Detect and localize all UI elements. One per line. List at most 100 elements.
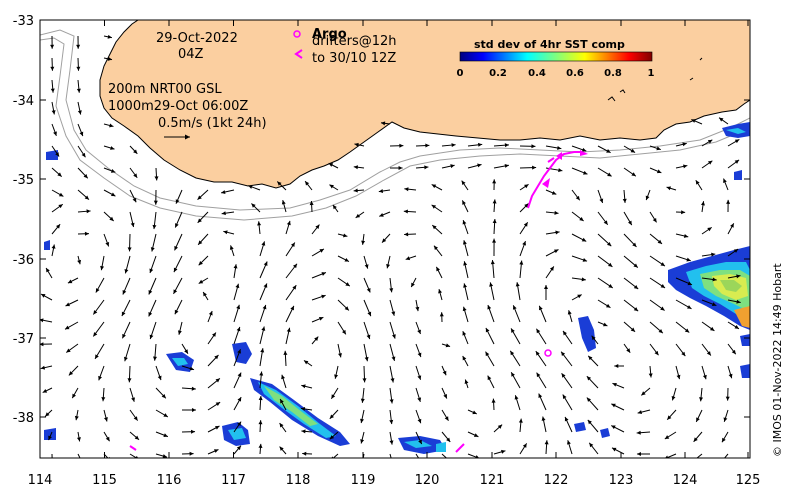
model-time-label: 1000m29-Oct 06:00Z: [108, 99, 248, 114]
current-arrow-head: [301, 384, 306, 389]
current-arrow-head: [472, 410, 477, 415]
current-arrow-head: [579, 216, 584, 221]
current-arrow-head: [318, 316, 324, 321]
current-arrow-head: [391, 334, 396, 339]
current-arrow-head: [329, 414, 334, 419]
current-arrow: [77, 453, 81, 458]
current-arrow-head: [723, 178, 727, 183]
current-arrow-head: [203, 291, 207, 297]
current-arrow-head: [135, 455, 139, 458]
current-arrow-head: [564, 416, 569, 422]
current-arrow-head: [462, 240, 467, 245]
current-arrow-head: [581, 237, 587, 242]
current-arrow-head: [477, 163, 482, 168]
current-arrow-head: [345, 282, 350, 287]
current-arrow-head: [463, 261, 468, 266]
drifter-track-4: [455, 443, 465, 453]
current-arrow-head: [734, 139, 740, 144]
current-arrow-head: [76, 66, 81, 71]
current-arrow-head: [361, 240, 366, 245]
x-tick-label: 117: [221, 473, 246, 488]
current-arrow-head: [58, 204, 63, 209]
current-arrow-head: [660, 262, 665, 267]
current-arrow-head: [74, 415, 79, 421]
current-arrow-head: [366, 287, 371, 293]
current-arrow-head: [122, 290, 127, 295]
current-arrow-head: [515, 282, 520, 287]
current-arrow-head: [150, 247, 155, 252]
current-arrow-head: [173, 289, 178, 294]
current-arrow-head: [693, 437, 698, 442]
current-arrow-head: [302, 451, 307, 456]
current-arrow-head: [386, 263, 391, 269]
current-arrow-head: [682, 142, 687, 147]
current-arrow-head: [127, 247, 132, 252]
current-arrow-head: [425, 143, 430, 148]
current-arrow-head: [67, 279, 73, 284]
current-arrow-head: [447, 458, 451, 462]
current-arrow-head: [343, 233, 348, 238]
colorbar-ramp: [459, 51, 653, 62]
current-arrow-head: [633, 263, 638, 268]
argo-legend-icon: [293, 30, 301, 38]
current-arrow-head: [290, 305, 294, 311]
current-arrow-head: [555, 230, 560, 235]
x-tick-label: 120: [415, 473, 440, 488]
contour-1000m: [40, 37, 750, 221]
current-arrow-head: [50, 88, 55, 93]
current-arrow-head: [511, 328, 515, 333]
current-arrow-head: [561, 373, 566, 378]
current-arrow-head: [390, 461, 394, 465]
current-arrow-head: [184, 349, 188, 354]
current-arrow-head: [417, 397, 422, 402]
current-arrow-head: [279, 446, 284, 451]
current-arrow-head: [419, 460, 423, 464]
current-arrow-head: [553, 249, 559, 254]
current-arrow-head: [77, 259, 82, 265]
current-arrow-head: [236, 445, 241, 451]
current-arrow-head: [591, 335, 596, 341]
current-arrow-head: [451, 143, 456, 148]
current-arrow-head: [562, 394, 567, 400]
current-arrow-head: [301, 429, 306, 434]
current-arrow-head: [334, 374, 339, 379]
current-arrow-head: [79, 131, 84, 137]
current-arrow-head: [77, 110, 82, 115]
current-arrow-head: [391, 356, 396, 361]
current-arrow-head: [676, 374, 681, 380]
current-arrow-head: [439, 312, 444, 317]
current-arrow-head: [687, 305, 692, 309]
current-arrow-head: [695, 180, 700, 185]
current-arrow-head: [462, 306, 467, 312]
current-arrow-head: [417, 329, 421, 335]
current-arrow-head: [446, 437, 451, 442]
current-arrow-head: [344, 306, 349, 311]
current-arrow-head: [175, 199, 180, 204]
current-arrow-head: [660, 306, 665, 311]
current-arrow-head: [50, 44, 55, 49]
current-arrow-head: [478, 142, 483, 147]
current-arrow-head: [492, 179, 497, 184]
current-arrow-head: [511, 372, 515, 377]
current-arrow-head: [198, 261, 203, 266]
current-arrow-head: [504, 143, 509, 148]
current-arrow-head: [84, 231, 89, 236]
current-arrow-head: [84, 195, 89, 200]
current-arrow-head: [702, 374, 707, 380]
current-arrow-head: [711, 302, 717, 306]
current-arrow-head: [72, 393, 76, 399]
current-arrow-head: [731, 349, 736, 355]
current-arrow-head: [665, 455, 669, 458]
current-arrow-head: [389, 288, 394, 293]
current-arrow-head: [46, 267, 50, 273]
colorbar: std dev of 4hr SST comp 0 0.2 0.4 0.6 0.…: [457, 38, 655, 79]
current-arrow-head: [149, 334, 154, 340]
current-arrow-head: [652, 217, 657, 223]
current-arrow-head: [712, 277, 717, 282]
current-arrow-head: [706, 351, 711, 356]
current-arrow-head: [611, 447, 617, 452]
current-arrow-head: [354, 142, 359, 147]
current-arrow: [723, 453, 729, 458]
current-arrow-head: [189, 366, 195, 371]
y-tick-label: -36: [13, 253, 34, 268]
